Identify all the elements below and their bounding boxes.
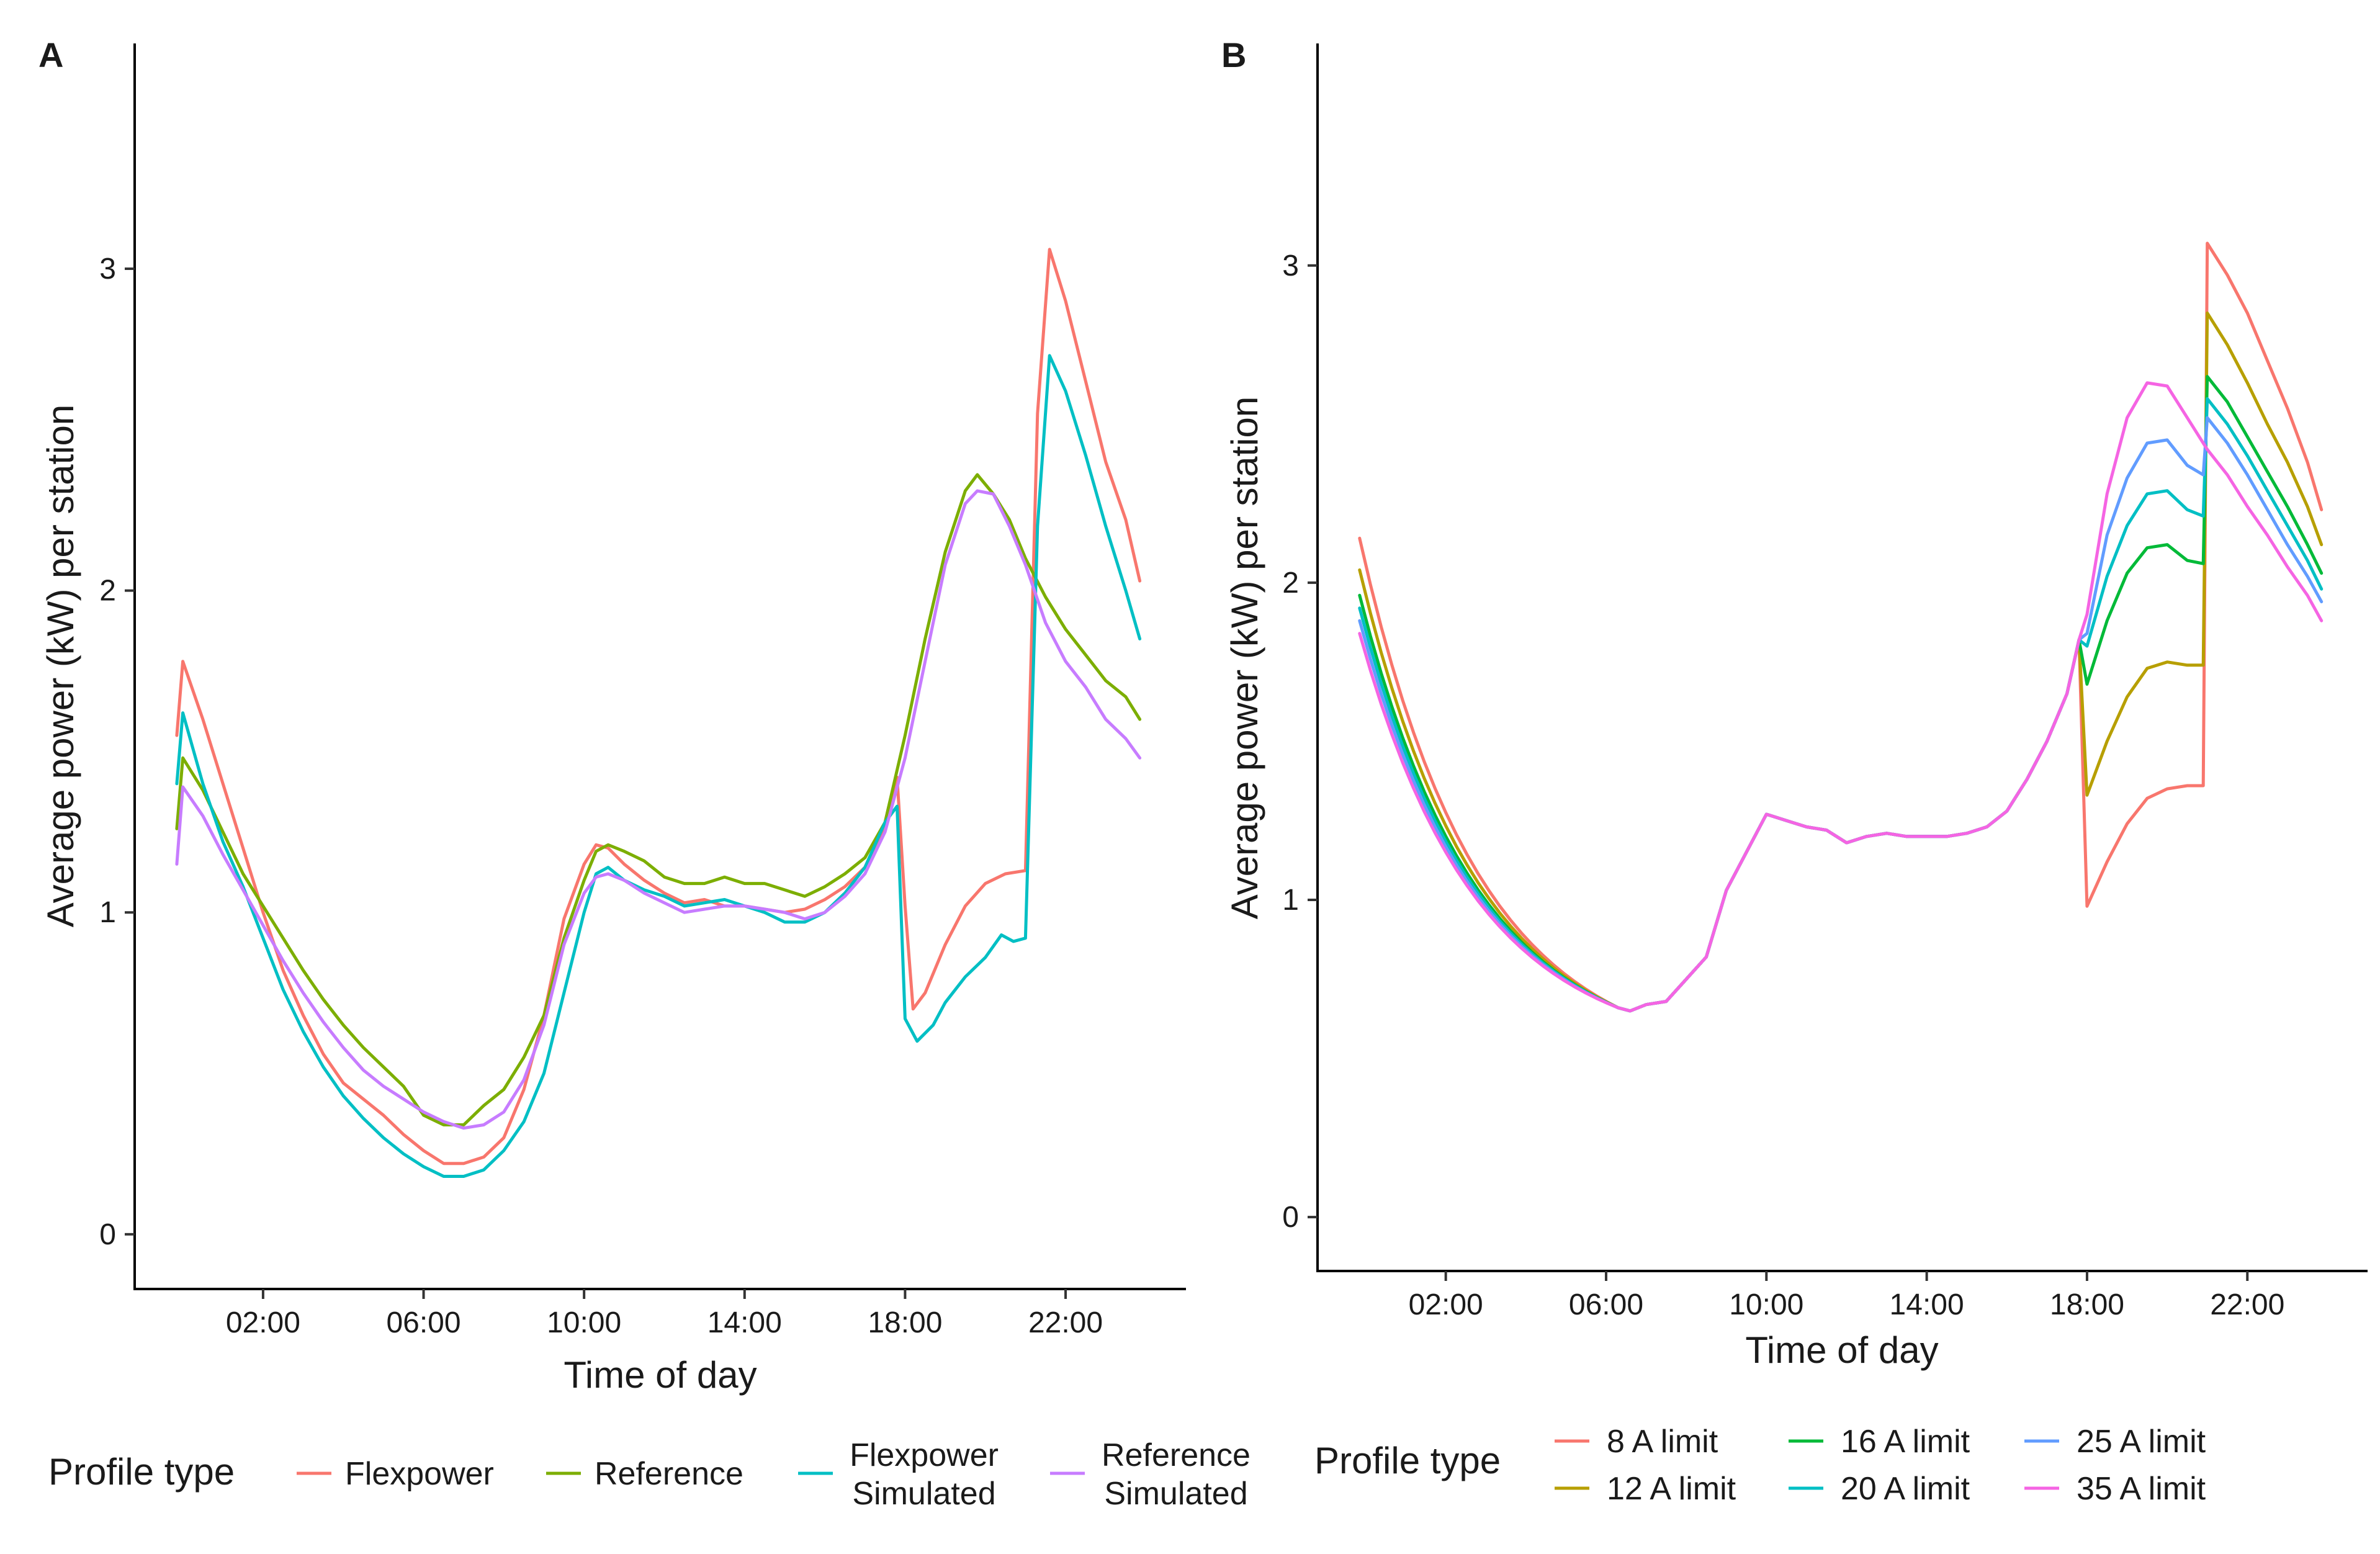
legend-b-label-20-a-limit: 20 A limit (1841, 1471, 1970, 1507)
series-line-35-a-limit (1358, 381, 2324, 1013)
legend-a-label-flexpower: Flexpower (345, 1456, 494, 1492)
panel-a-y-ticks: 0 1 2 3 (99, 253, 135, 1251)
series-line-flexpower-simulated (175, 354, 1142, 1178)
panel-a-x-ticks: 02:00 06:00 10:00 14:00 18:00 22:00 (226, 1289, 1103, 1339)
y-tick-label: 1 (1282, 884, 1299, 917)
x-tick-label: 02:00 (1409, 1288, 1483, 1321)
series-line-flexpower (175, 248, 1142, 1166)
x-tick-label: 06:00 (386, 1306, 460, 1339)
y-tick-label: 2 (99, 575, 116, 608)
panel-a-y-axis-title: Average power (kW) per station (40, 405, 81, 928)
legend-b-label-12-a-limit: 12 A limit (1607, 1471, 1736, 1507)
panel-a-series-layer (175, 248, 1142, 1178)
panel-a-x-axis-title: Time of day (564, 1354, 757, 1396)
x-tick-label: 14:00 (1890, 1288, 1964, 1321)
legend-b-label-16-a-limit: 16 A limit (1841, 1424, 1970, 1460)
panel-b-x-axis-title: Time of day (1745, 1329, 1938, 1371)
x-tick-label: 14:00 (707, 1306, 782, 1339)
panel-b-series-layer (1358, 241, 2324, 1013)
panel-a: A 0 1 2 3 02:00 06:00 10:00 14:00 18:00 22:00 Ti… (38, 35, 1186, 1396)
legend-b-label-35-a-limit: 35 A limit (2077, 1471, 2206, 1507)
legend-a-label-reference: Reference (595, 1456, 743, 1492)
x-tick-label: 18:00 (2050, 1288, 2124, 1321)
y-tick-label: 3 (99, 253, 116, 285)
x-tick-label: 18:00 (868, 1306, 942, 1339)
y-tick-label: 0 (1282, 1201, 1299, 1234)
legend-b: Profile type 8 A limit 12 A limit 16 A lim… (1314, 1424, 2206, 1507)
legend-b-label-25-a-limit: 25 A limit (2077, 1424, 2206, 1460)
y-tick-label: 1 (99, 896, 116, 929)
panel-a-label: A (38, 35, 63, 74)
legend-a-label-flexpower-simulated-line1: Flexpower (850, 1437, 999, 1473)
legend-a-label-reference-simulated-line2: Simulated (1104, 1476, 1247, 1512)
series-line-reference-simulated (175, 489, 1142, 1130)
legend-b-title: Profile type (1314, 1440, 1501, 1481)
x-tick-label: 10:00 (547, 1306, 621, 1339)
x-tick-label: 10:00 (1729, 1288, 1803, 1321)
legend-a-title: Profile type (48, 1451, 235, 1493)
series-line-reference (175, 473, 1142, 1126)
panel-b: B 0 1 2 3 02:00 06:00 10:00 14:00 18:00 22:00 Ti… (1221, 35, 2368, 1371)
y-tick-label: 0 (99, 1218, 116, 1251)
panel-b-y-ticks: 0 1 2 3 (1282, 249, 1318, 1234)
y-tick-label: 3 (1282, 249, 1299, 282)
y-tick-label: 2 (1282, 567, 1299, 600)
panel-b-x-ticks: 02:00 06:00 10:00 14:00 18:00 22:00 (1409, 1271, 2284, 1321)
x-tick-label: 22:00 (2210, 1288, 2284, 1321)
legend-a-label-flexpower-simulated-line2: Simulated (852, 1476, 995, 1512)
legend-a: Profile type Flexpower Reference Flexpower… (48, 1437, 1251, 1512)
x-tick-label: 22:00 (1028, 1306, 1103, 1339)
panel-b-y-axis-title: Average power (kW) per station (1224, 397, 1265, 920)
legend-b-label-8-a-limit: 8 A limit (1607, 1424, 1718, 1460)
x-tick-label: 02:00 (226, 1306, 300, 1339)
x-tick-label: 06:00 (1569, 1288, 1643, 1321)
panel-b-label: B (1221, 35, 1246, 74)
legend-a-label-reference-simulated-line1: Reference (1102, 1437, 1251, 1473)
